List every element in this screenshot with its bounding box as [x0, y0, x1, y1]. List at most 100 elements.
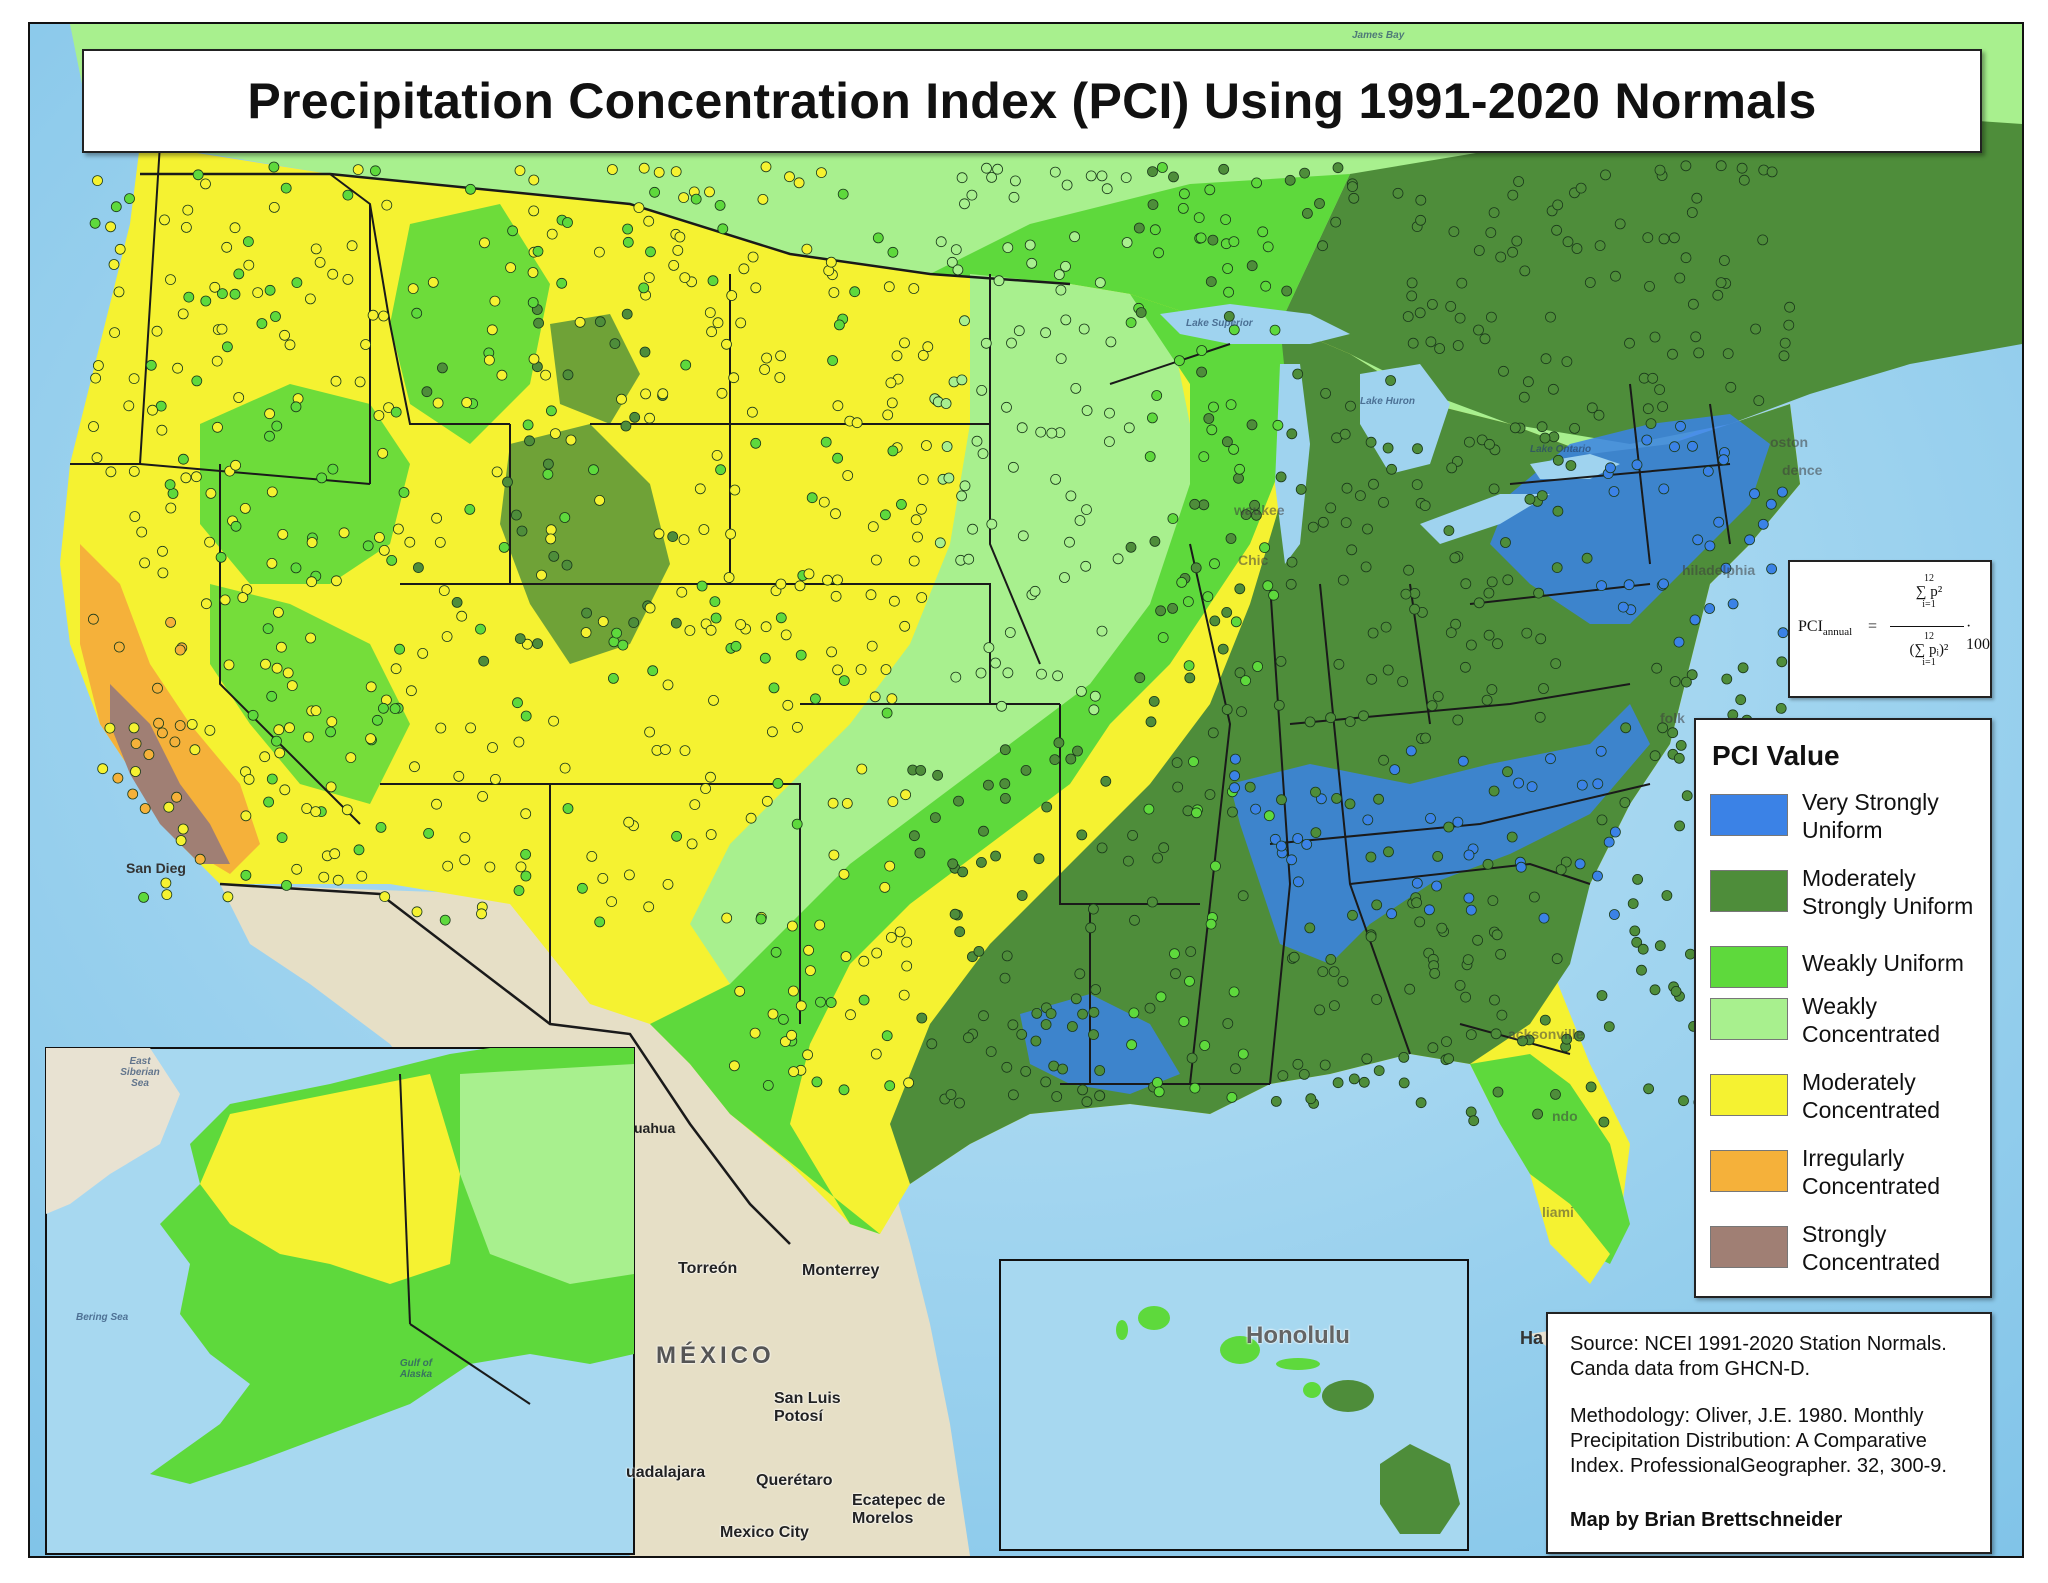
station-dot	[597, 873, 609, 884]
station-dot	[899, 620, 911, 632]
station-dot	[330, 375, 342, 387]
station-dot	[276, 832, 288, 843]
station-dot	[421, 386, 433, 398]
station-dot	[1398, 1077, 1410, 1089]
station-dot	[916, 1012, 928, 1024]
station-dot	[828, 287, 840, 298]
station-dot	[1193, 212, 1205, 224]
station-dot	[832, 664, 843, 676]
station-dot	[1681, 790, 1693, 802]
station-dot	[730, 640, 742, 652]
station-dot	[1347, 181, 1358, 193]
legend-swatch	[1710, 1150, 1788, 1192]
station-dot	[1629, 925, 1641, 937]
station-dot	[707, 275, 719, 287]
station-dot	[976, 857, 987, 868]
station-dot	[1316, 793, 1327, 805]
station-dot	[456, 610, 468, 622]
station-dot	[1715, 160, 1727, 172]
station-dot	[1515, 861, 1527, 873]
station-dot	[1244, 781, 1256, 793]
station-dot	[1687, 440, 1698, 452]
station-dot	[1048, 1060, 1060, 1072]
zone-irregularly-concentrated	[80, 544, 260, 874]
station-dot	[706, 326, 717, 338]
label-ecatepec: Ecatepec de Morelos	[852, 1492, 946, 1527]
hawaii-inset	[999, 1259, 1469, 1551]
station-dot	[1407, 337, 1419, 349]
station-dot	[379, 891, 391, 902]
station-dot	[180, 472, 192, 484]
legend-item: Weakly Uniform	[1710, 940, 1980, 1000]
station-dot	[1736, 162, 1748, 174]
station-dot	[1738, 174, 1750, 186]
station-dot	[1412, 443, 1423, 455]
station-dot	[1286, 854, 1297, 866]
station-dot	[729, 1060, 740, 1072]
station-dot	[1002, 667, 1014, 679]
station-dot	[145, 359, 157, 371]
station-dot	[1129, 914, 1140, 926]
station-dot	[954, 1097, 965, 1109]
station-dot	[586, 851, 598, 862]
station-dot	[1217, 643, 1229, 655]
station-dot	[1757, 234, 1769, 246]
station-dot	[628, 617, 640, 628]
station-dot	[113, 286, 125, 298]
station-dot	[1226, 1092, 1238, 1103]
station-dot	[828, 849, 840, 861]
station-dot	[901, 960, 913, 972]
station-dot	[1134, 672, 1146, 684]
station-dot	[684, 625, 696, 636]
station-dot	[1415, 1097, 1427, 1109]
station-dot	[1545, 311, 1556, 323]
station-dot	[620, 420, 632, 432]
station-dot	[514, 165, 526, 177]
station-dot	[887, 796, 899, 807]
station-dot	[377, 447, 389, 459]
station-dot	[1085, 170, 1097, 182]
station-dot	[1548, 431, 1560, 443]
station-dot	[959, 480, 971, 492]
station-dot	[369, 165, 381, 177]
station-dot	[607, 164, 618, 175]
station-dot	[772, 778, 784, 789]
station-dot	[1778, 350, 1790, 362]
station-dot	[1681, 676, 1692, 688]
station-dot	[806, 492, 818, 504]
station-dot	[489, 774, 501, 785]
station-dot	[993, 275, 1005, 287]
station-dot	[1332, 162, 1344, 174]
station-dot	[528, 174, 540, 186]
station-dot	[237, 592, 249, 603]
station-dot	[204, 725, 216, 736]
station-dot	[999, 778, 1011, 790]
station-dot	[1443, 525, 1455, 537]
station-dot	[105, 221, 116, 233]
station-dot	[1172, 781, 1184, 793]
station-dot	[941, 441, 953, 452]
station-dot	[1344, 798, 1356, 810]
station-dot	[1651, 662, 1663, 674]
station-dot	[1532, 1108, 1543, 1120]
legend-label: Weakly Uniform	[1802, 950, 1964, 976]
florida-south	[1530, 1174, 1610, 1284]
station-dot	[1406, 277, 1418, 289]
station-dot	[174, 644, 186, 656]
station-dot	[581, 607, 592, 619]
station-dot	[1090, 984, 1101, 995]
station-dot	[373, 532, 385, 543]
station-dot	[1449, 552, 1461, 564]
station-dot	[768, 682, 780, 694]
station-dot	[1085, 922, 1097, 934]
station-dot	[1496, 1009, 1508, 1021]
station-dot	[1127, 830, 1138, 841]
station-dot	[386, 555, 398, 566]
station-dot	[325, 781, 337, 793]
station-dot	[1649, 984, 1661, 996]
station-dot	[1184, 672, 1196, 684]
station-dot	[855, 664, 867, 675]
station-dot	[679, 745, 691, 756]
station-dot	[914, 847, 926, 859]
station-dot	[1420, 732, 1431, 744]
